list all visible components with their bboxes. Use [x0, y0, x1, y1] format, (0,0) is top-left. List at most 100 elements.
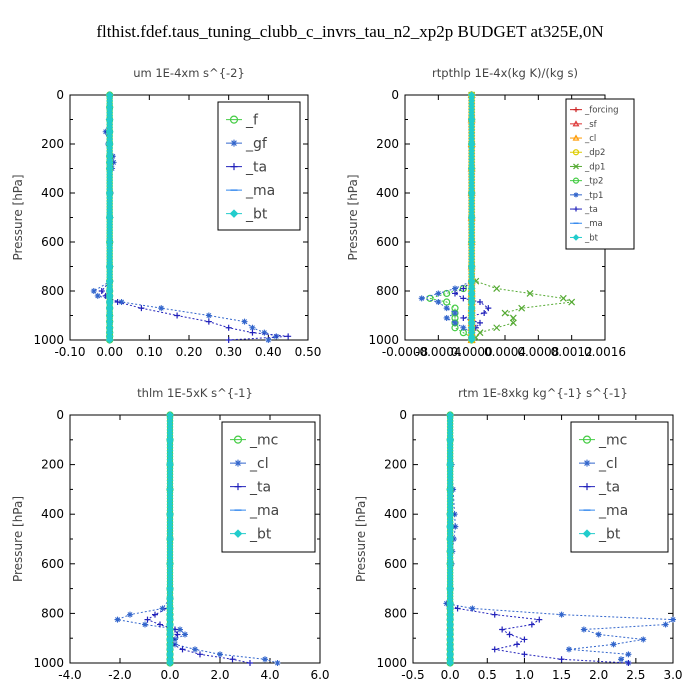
legend-label: _tp2 [584, 177, 603, 187]
x-tick-label: 0.0012 [551, 345, 593, 359]
x-tick-label: -2.0 [108, 668, 131, 682]
y-tick-label: 1000 [33, 656, 64, 670]
x-tick-label: 0.0004 [484, 345, 526, 359]
y-tick-label: 200 [376, 137, 399, 151]
data-point [118, 299, 125, 306]
y-tick-label: 1000 [33, 333, 64, 347]
x-tick-label: 1.5 [552, 668, 571, 682]
legend-box [217, 101, 301, 231]
data-point [595, 631, 602, 638]
legend-label: _ta [598, 480, 620, 496]
data-point [273, 333, 280, 340]
data-point [521, 651, 528, 658]
data-point [234, 483, 242, 491]
data-point [241, 318, 248, 325]
data-point [262, 656, 268, 663]
data-point [493, 285, 501, 292]
legend-label: _ta [249, 480, 271, 496]
data-point [233, 435, 243, 444]
data-point [261, 329, 268, 336]
y-axis-label: Pressure [hPa] [11, 496, 25, 582]
data-point [572, 120, 580, 127]
legend-label: _gf [245, 136, 268, 152]
y-tick-label: 1000 [376, 656, 407, 670]
data-point [491, 611, 498, 618]
data-point [229, 115, 239, 124]
legend-label: _sf [584, 120, 598, 130]
chart-panel-1: um 1E-4xm s^{-2} Pressure [hPa] 0 200 400 600… [11, 66, 321, 359]
data-point [205, 318, 212, 325]
legend-label: _f [245, 113, 259, 129]
data-point [230, 163, 238, 171]
y-tick-label: 400 [41, 507, 64, 521]
data-point [568, 298, 576, 306]
data-point [566, 646, 572, 653]
data-point [662, 621, 669, 628]
series-bt [446, 411, 454, 667]
x-tick-label: -0.10 [54, 345, 85, 359]
x-tick-label: 0.0016 [584, 345, 626, 359]
chart-panel-2: rtpthlp 1E-4x(kg K)/(kg s) Pressure [hPa]… [346, 66, 635, 359]
y-tick-label: 200 [41, 137, 64, 151]
data-point [159, 605, 166, 612]
y-tick-label: 600 [376, 235, 399, 249]
data-point [477, 319, 483, 326]
data-point [509, 319, 517, 327]
data-point [274, 660, 281, 666]
data-point [106, 335, 114, 343]
data-point [640, 636, 647, 643]
y-tick-label: 800 [41, 606, 64, 620]
series-line [445, 414, 675, 664]
legend: _forcing _sf _cl _dp2 _dp1 _tp2 _tp1 _ta _ma _bt [565, 98, 635, 250]
data-point [573, 107, 579, 113]
data-point [90, 288, 97, 294]
data-point [234, 459, 242, 467]
x-tick-label: 0.30 [215, 345, 242, 359]
y-axis-label: Pressure [hPa] [354, 496, 368, 582]
x-tick-label: -4.0 [58, 668, 81, 682]
data-point [142, 621, 148, 628]
series-bt [467, 91, 476, 344]
y-tick-label: 0 [391, 88, 399, 102]
data-point [468, 335, 476, 343]
data-point [229, 656, 236, 663]
legend-label: _bt [598, 527, 621, 543]
data-point [174, 312, 181, 319]
data-point [582, 529, 592, 538]
legend-label: _bt [249, 527, 272, 543]
figure-title: flthist.fdef.taus_tuning_clubb_c_invrs_t… [96, 22, 604, 41]
data-point [572, 134, 580, 141]
series-bt [166, 411, 174, 667]
chart-panel-4: rtm 1E-8xkg kg^{-1} s^{-1} Pressure [hPa]… [354, 386, 683, 682]
legend-label: _mc [249, 433, 278, 449]
data-point [580, 626, 587, 633]
x-tick-label: 0.0008 [517, 345, 559, 359]
y-tick-label: 400 [384, 507, 407, 521]
data-point [192, 646, 198, 653]
y-tick-label: 1000 [368, 333, 399, 347]
data-point [521, 636, 528, 643]
data-point [452, 290, 458, 297]
panel-title: rtm 1E-8xkg kg^{-1} s^{-1} [458, 386, 628, 400]
x-tick-label: 1.0 [515, 668, 534, 682]
data-point [469, 605, 476, 612]
legend-label: _cl [584, 134, 596, 144]
x-tick-label: -0.0004 [415, 345, 461, 359]
data-point [249, 329, 256, 336]
data-point [573, 206, 579, 212]
data-point [573, 163, 579, 170]
data-point [418, 295, 425, 302]
x-tick-label: 0.0 [160, 668, 179, 682]
data-point [625, 660, 632, 666]
data-point [114, 616, 121, 623]
data-point [514, 641, 520, 648]
data-point [225, 337, 232, 343]
x-tick-label: 0.10 [136, 345, 163, 359]
x-tick-label: -0.5 [401, 668, 424, 682]
x-tick-label: 0.0 [441, 668, 460, 682]
legend-label: _ma [249, 503, 279, 519]
data-point [285, 333, 292, 340]
data-point [460, 314, 467, 321]
data-point [572, 234, 580, 241]
